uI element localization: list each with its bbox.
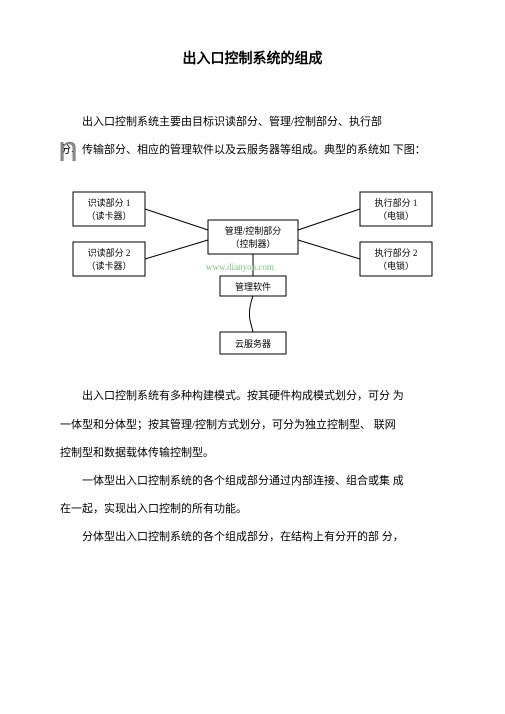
node-controller-sub: （控制器） bbox=[230, 238, 275, 249]
node-lock-2-label: 执行部分 2 bbox=[374, 247, 417, 258]
document-title: 出入口控制系统的组成 bbox=[60, 48, 445, 68]
node-lock-1-sub: （电锁） bbox=[377, 210, 413, 221]
paragraph-1-line-1: 出入口控制系统主要由目标识读部分、管理/控制部分、执行部 bbox=[60, 110, 445, 134]
edge-controller-lock2 bbox=[298, 240, 360, 259]
node-lock-1-label: 执行部分 1 bbox=[374, 197, 417, 208]
edge-reader2-controller bbox=[145, 240, 208, 259]
watermark-letter: n bbox=[58, 128, 78, 170]
node-cloud-label: 云服务器 bbox=[234, 338, 270, 349]
system-diagram: 识读部分 1 （读卡器） 识读部分 2 （读卡器） 管理/控制部分 （控制器） … bbox=[60, 170, 445, 370]
paragraph-2-line-1: 出入口控制系统有多种构建模式。按其硬件构成模式划分，可分 为 bbox=[60, 384, 445, 408]
node-reader-2-sub: （读卡器） bbox=[86, 260, 131, 271]
node-reader-1-label: 识读部分 1 bbox=[87, 197, 130, 208]
node-reader-1-sub: （读卡器） bbox=[86, 210, 131, 221]
node-mgmt-label: 管理软件 bbox=[234, 281, 270, 292]
paragraph-4: 分体型出入口控制系统的各个组成部分，在结构上有分开的部 分， bbox=[60, 525, 445, 549]
edge-mgmt-cloud bbox=[249, 296, 253, 332]
edge-controller-lock1 bbox=[298, 209, 360, 230]
node-lock-2-sub: （电锁） bbox=[377, 260, 413, 271]
node-controller-label: 管理/控制部分 bbox=[224, 225, 281, 236]
node-reader-2-label: 识读部分 2 bbox=[87, 247, 130, 258]
paragraph-2-line-3: 控制型和数据载体传输控制型。 bbox=[60, 441, 445, 465]
paragraph-1-line-2: 分、传输部分、相应的管理软件以及云服务器等组成。典型的系统如 下图： bbox=[60, 138, 445, 162]
edge-reader1-controller bbox=[145, 209, 208, 230]
paragraph-3-line-2: 在一起，实现出入口控制的所有功能。 bbox=[60, 497, 445, 521]
paragraph-2-line-2: 一体型和分体型；按其管理/控制方式划分，可分为独立控制型、 联网 bbox=[60, 413, 445, 437]
watermark-url: www.dianyon.com bbox=[206, 262, 274, 272]
paragraph-3-line-1: 一体型出入口控制系统的各个组成部分通过内部连接、组合或集 成 bbox=[60, 469, 445, 493]
